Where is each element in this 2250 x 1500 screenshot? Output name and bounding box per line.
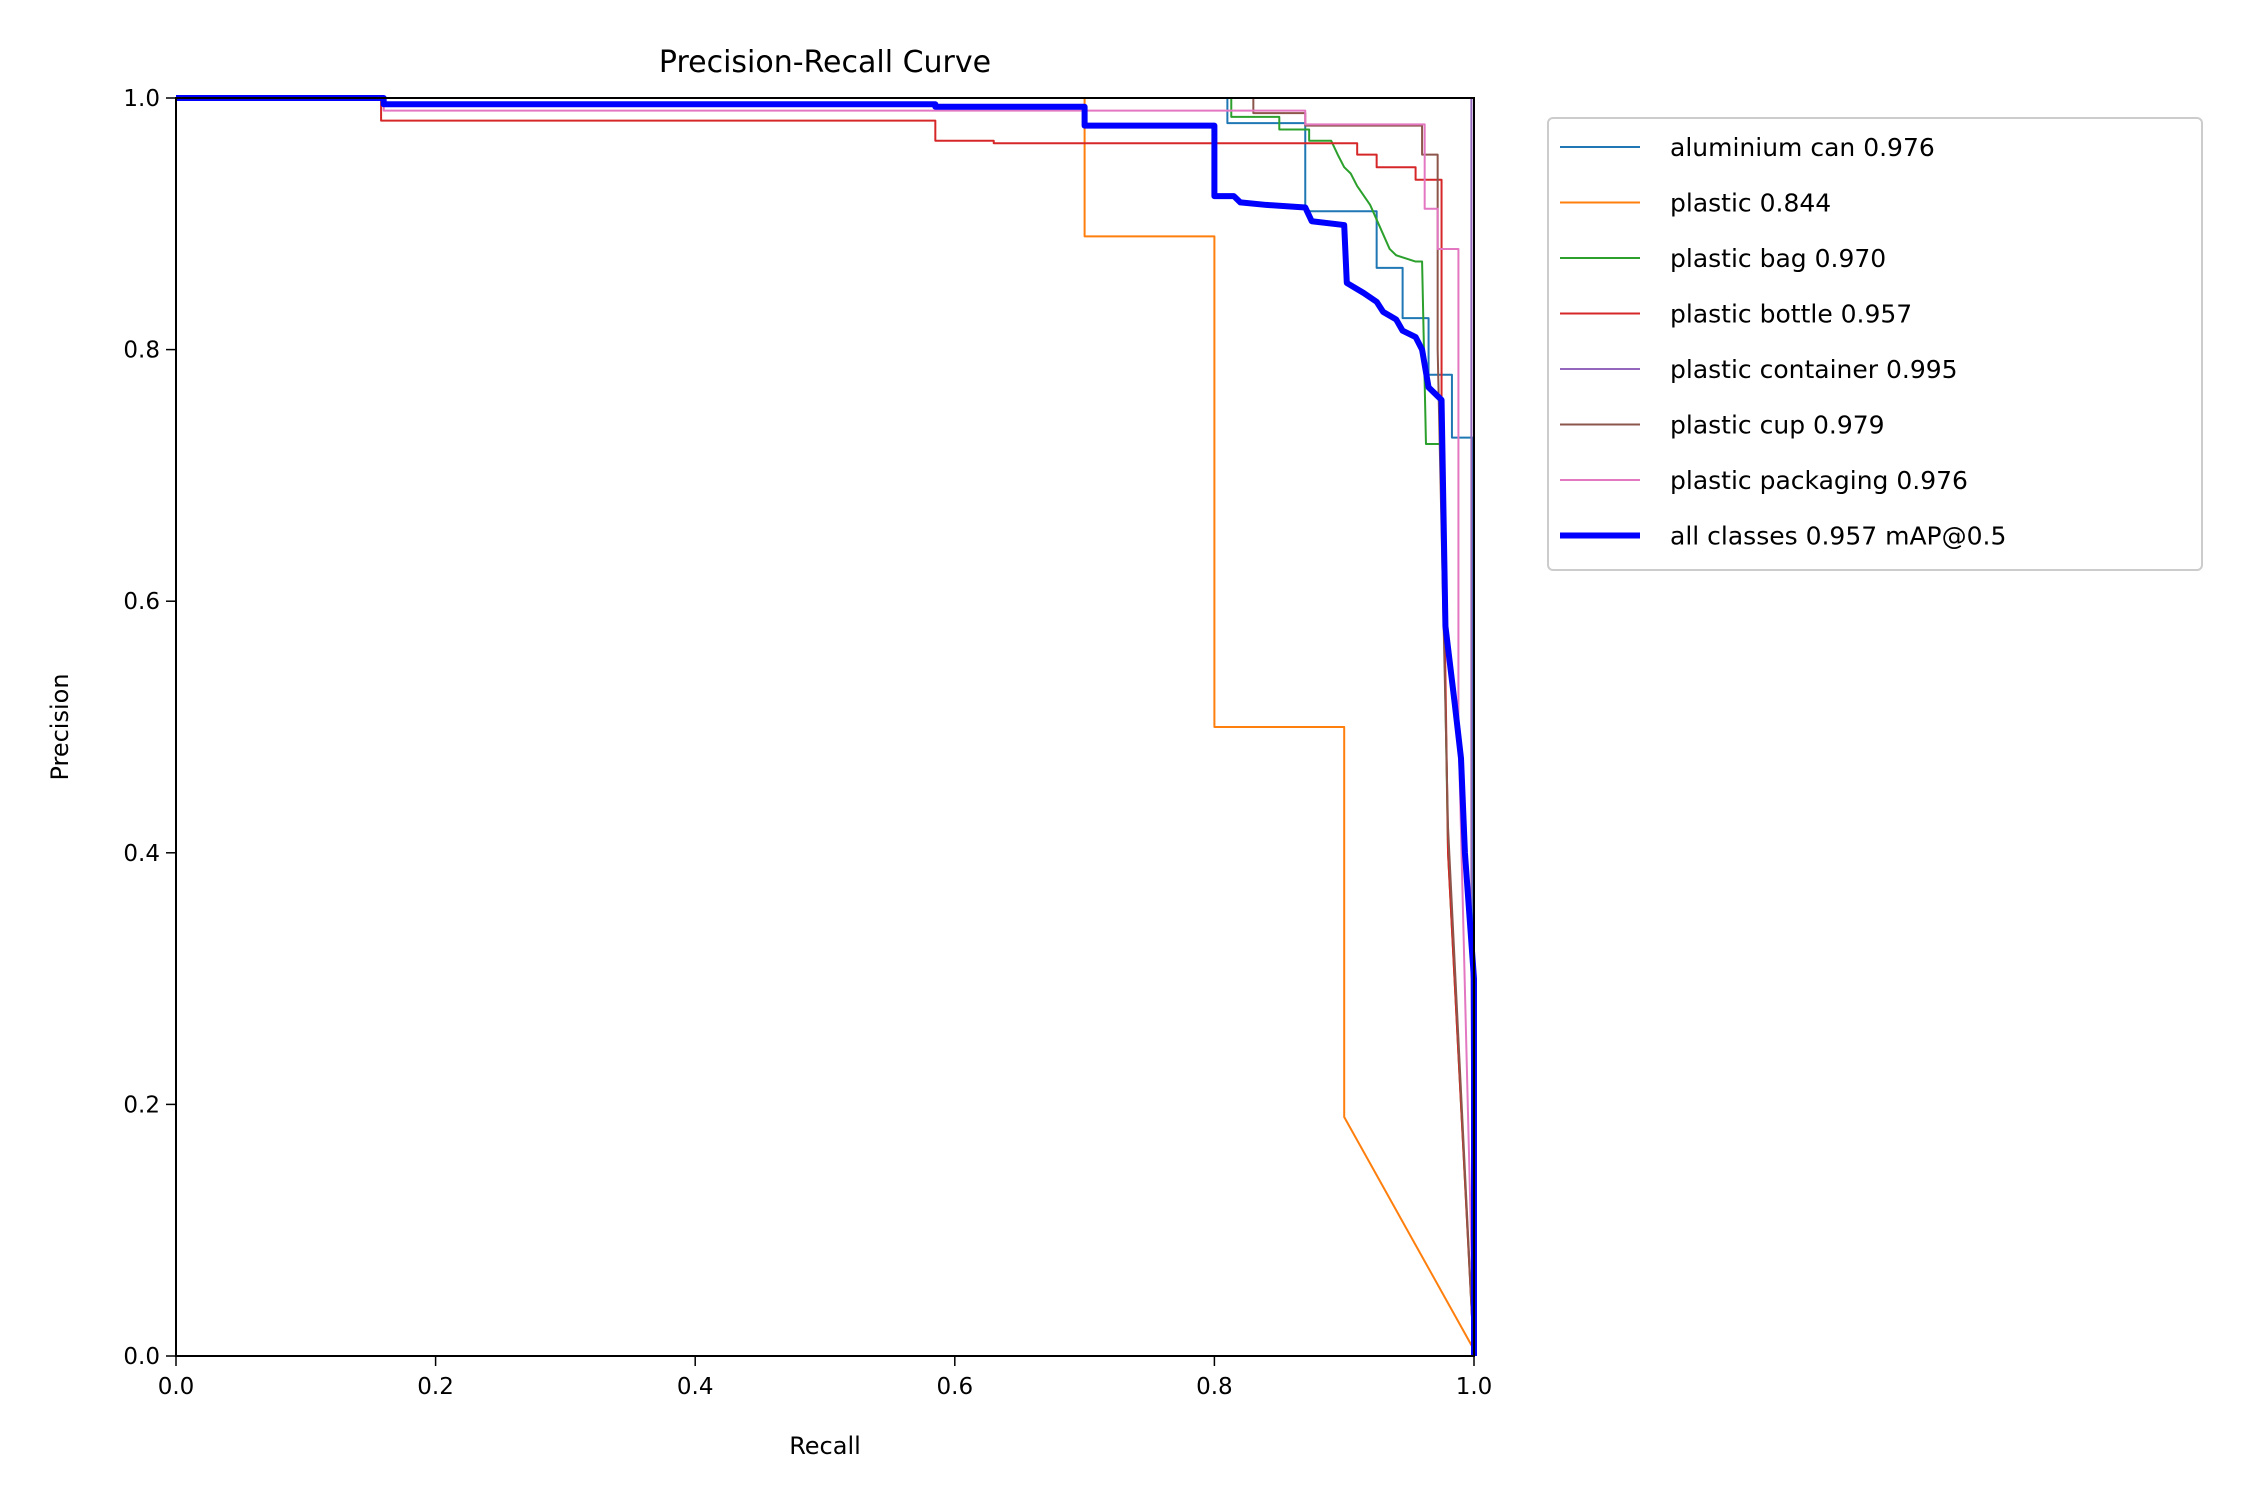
y-tick-label: 0.8 bbox=[123, 338, 160, 364]
series-line-7 bbox=[176, 95, 1477, 1356]
series-line-3 bbox=[176, 97, 1475, 1357]
x-tick-label: 0.4 bbox=[677, 1374, 714, 1400]
x-tick-label: 0.0 bbox=[158, 1374, 195, 1400]
legend-label: plastic bag 0.970 bbox=[1670, 244, 1886, 273]
legend-label: plastic container 0.995 bbox=[1670, 355, 1958, 384]
series-line-6 bbox=[176, 97, 1475, 1357]
x-tick-label: 1.0 bbox=[1456, 1374, 1493, 1400]
y-tick-label: 0.0 bbox=[123, 1344, 160, 1370]
series-line-0 bbox=[176, 97, 1475, 1357]
x-tick-label: 0.8 bbox=[1196, 1374, 1233, 1400]
legend: aluminium can 0.976 plastic 0.844 plastic … bbox=[1547, 117, 2203, 571]
y-tick-label: 0.4 bbox=[123, 841, 160, 867]
chart-title: Precision-Recall Curve bbox=[659, 45, 991, 80]
legend-label: all classes 0.957 mAP@0.5 bbox=[1670, 522, 2006, 551]
x-axis-label: Recall bbox=[789, 1432, 861, 1460]
axis-ticks: 0.0 0.2 0.4 0.6 0.8 1.0 0.0 0.2 0.4 0.6 0.8 1.0 bbox=[123, 86, 1492, 1400]
y-axis-label: Precision bbox=[46, 673, 74, 780]
y-tick-label: 1.0 bbox=[123, 86, 160, 112]
axes-frame bbox=[175, 97, 1475, 1357]
plot-area bbox=[175, 95, 1477, 1357]
legend-box bbox=[1547, 117, 2203, 571]
legend-label: plastic cup 0.979 bbox=[1670, 411, 1885, 440]
legend-label: plastic packaging 0.976 bbox=[1670, 466, 1968, 495]
y-tick-label: 0.2 bbox=[123, 1092, 160, 1118]
y-tick-label: 0.6 bbox=[123, 589, 160, 615]
series-line-2 bbox=[176, 97, 1475, 1357]
legend-label: plastic 0.844 bbox=[1670, 189, 1831, 218]
x-tick-label: 0.2 bbox=[417, 1374, 454, 1400]
x-tick-label: 0.6 bbox=[937, 1374, 974, 1400]
legend-label: aluminium can 0.976 bbox=[1670, 133, 1935, 162]
series-line-1 bbox=[176, 97, 1475, 1351]
legend-label: plastic bottle 0.957 bbox=[1670, 300, 1912, 329]
